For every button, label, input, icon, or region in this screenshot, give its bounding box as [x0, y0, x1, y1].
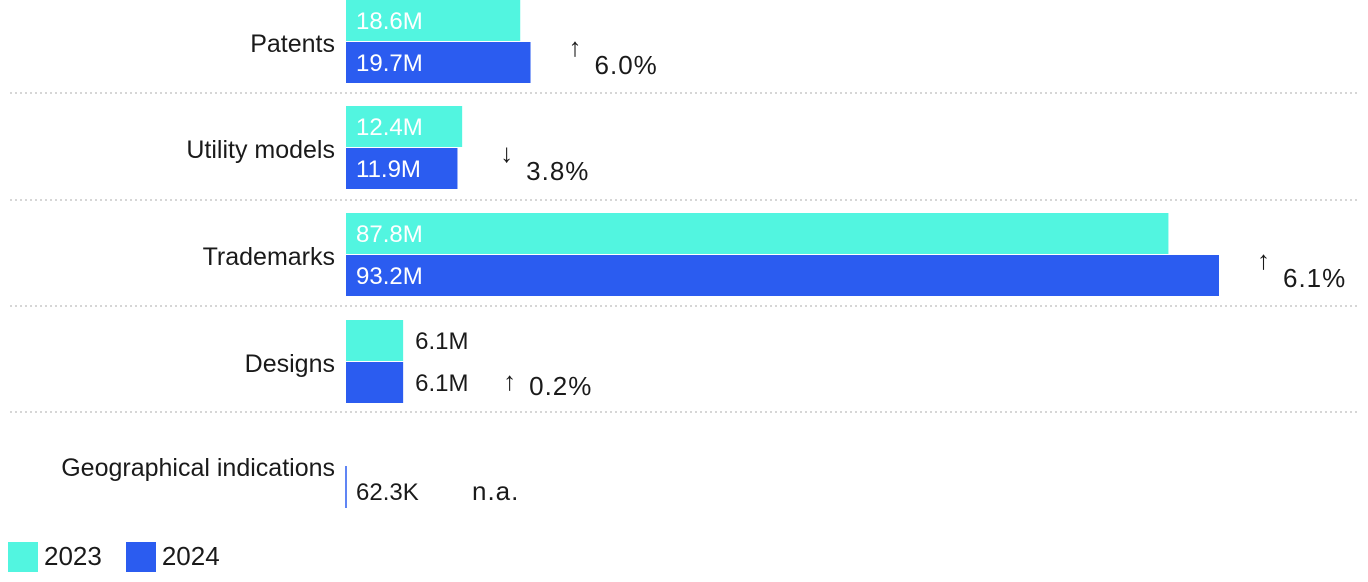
change-arrow-designs: ↑	[503, 366, 517, 396]
value-label-2024-designs: 6.1M	[415, 370, 468, 397]
legend-item-2024: 2024	[125, 541, 220, 572]
bar-2023-designs	[346, 320, 404, 361]
legend: 2023 2024	[8, 541, 244, 572]
legend-label-2024: 2024	[161, 541, 220, 571]
legend-item-2023: 2023	[8, 541, 102, 572]
bar-2024-utility-models	[346, 148, 458, 189]
legend-label-2023: 2023	[44, 541, 102, 571]
category-label-utility-models: Utility models	[186, 136, 335, 164]
bar-2023-trademarks	[346, 213, 1169, 254]
change-arrow-patents: ↑	[569, 32, 583, 62]
change-label-trademarks: 6.1%	[1283, 263, 1346, 293]
value-label-2023-utility-models: 12.4M	[356, 114, 423, 141]
value-label-2024-trademarks: 93.2M	[356, 263, 423, 290]
bar-2024-designs	[346, 362, 404, 403]
value-label-2023-patents: 18.6M	[356, 8, 423, 35]
value-label-2023-trademarks: 87.8M	[356, 221, 423, 248]
bar-2024-trademarks	[346, 255, 1219, 296]
category-label-designs: Designs	[245, 350, 335, 378]
value-label-2024-geographical-indications: 62.3K	[356, 479, 419, 506]
change-label-geographical-indications: n.a.	[472, 476, 519, 506]
value-label-2024-patents: 19.7M	[356, 50, 423, 77]
bar-2024-patents	[346, 42, 531, 83]
bar-chart: Patents 18.6M 19.7M ↑ 6.0% Utility models 12.4…	[10, 0, 1358, 508]
value-label-2024-utility-models: 11.9M	[356, 156, 421, 183]
change-arrow-trademarks: ↑	[1257, 245, 1271, 275]
value-label-2023-designs: 6.1M	[415, 328, 468, 355]
legend-swatch-2024	[125, 541, 156, 572]
category-label-patents: Patents	[250, 30, 335, 58]
category-label-trademarks: Trademarks	[203, 243, 335, 271]
change-label-utility-models: 3.8%	[526, 156, 589, 186]
legend-swatch-2023	[8, 541, 38, 572]
change-arrow-utility-models: ↓	[500, 138, 514, 168]
bar-2023-utility-models	[346, 106, 463, 147]
bar-2023-patents	[346, 0, 521, 41]
category-label-geographical-indications: Geographical indications	[61, 454, 335, 482]
change-label-patents: 6.0%	[595, 50, 658, 80]
change-label-designs: 0.2%	[529, 371, 592, 401]
